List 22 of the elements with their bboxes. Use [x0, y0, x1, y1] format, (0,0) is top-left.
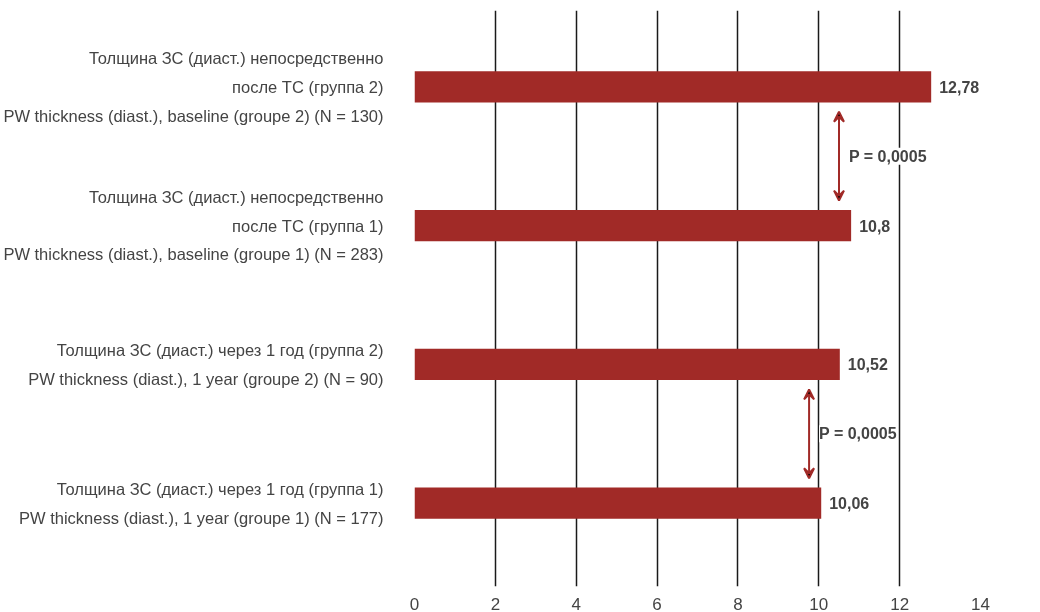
x-tick-label: 6 — [652, 594, 662, 612]
x-tick-label: 2 — [490, 594, 501, 612]
data-label: 12,78 — [939, 78, 980, 96]
annotation: P = 0,0005 — [849, 147, 927, 165]
data-label: 10,06 — [829, 495, 870, 513]
bar — [414, 487, 822, 519]
bar — [414, 210, 852, 242]
annotation: P = 0,0005 — [819, 425, 897, 443]
data-label: 10,8 — [859, 217, 891, 235]
x-tick-label: 12 — [890, 594, 910, 612]
y-tick-label: Толщина ЗС (диаст.) непосредственно после ТС (группа 2) PW thickness (diast.), baseline (groupe 2) (N = 130) — [3, 49, 384, 125]
y-tick-label: Толщина ЗС (диаст.) непосредственно после ТС (группа 1) PW thickness (diast.), baseline (groupe 1) (N = 283) — [3, 187, 384, 264]
x-tick-label: 10 — [809, 594, 829, 612]
bar — [414, 348, 840, 381]
y-tick-label: Толщина ЗС (диаст.) через 1 год (группа 1) PW thickness (diast.), 1 year (groupe 1) (N = 177) — [18, 479, 384, 527]
x-tick-label: 14 — [971, 594, 990, 612]
data-label: 10,52 — [847, 356, 888, 374]
bar — [414, 71, 932, 103]
y-tick-label: Толщина ЗС (диаст.) через 1 год (группа 2) PW thickness (diast.), 1 year (groupe 2) (N = 90) — [28, 341, 384, 388]
x-tick-label: 8 — [733, 594, 743, 612]
x-tick-label: 4 — [571, 594, 581, 612]
x-tick-label: 0 — [409, 594, 420, 612]
